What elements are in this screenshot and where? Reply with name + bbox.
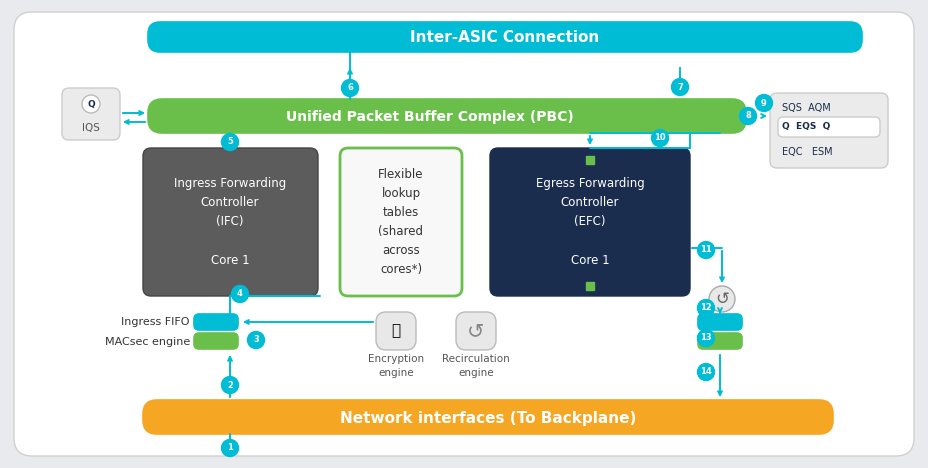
- FancyBboxPatch shape: [489, 148, 690, 296]
- FancyBboxPatch shape: [769, 93, 887, 168]
- Text: 11: 11: [700, 246, 711, 255]
- Circle shape: [247, 331, 264, 349]
- Text: Q: Q: [87, 100, 95, 109]
- Circle shape: [697, 300, 714, 316]
- FancyBboxPatch shape: [376, 312, 416, 350]
- Circle shape: [221, 376, 238, 394]
- Text: 8: 8: [744, 111, 750, 120]
- FancyBboxPatch shape: [456, 312, 496, 350]
- Text: 4: 4: [237, 290, 243, 299]
- Text: Unified Packet Buffer Complex (PBC): Unified Packet Buffer Complex (PBC): [286, 110, 574, 124]
- Text: EQC   ESM: EQC ESM: [781, 147, 831, 157]
- Text: 10: 10: [653, 133, 665, 142]
- Text: Inter-ASIC Connection: Inter-ASIC Connection: [410, 30, 599, 45]
- Text: Q  EQS  Q: Q EQS Q: [781, 123, 830, 132]
- FancyBboxPatch shape: [194, 314, 238, 330]
- Circle shape: [231, 285, 248, 302]
- Circle shape: [697, 329, 714, 346]
- Circle shape: [221, 439, 238, 456]
- FancyBboxPatch shape: [194, 333, 238, 349]
- Text: 6: 6: [347, 83, 353, 93]
- Text: Ingress Forwarding
Controller
(IFC)

Core 1: Ingress Forwarding Controller (IFC) Core…: [174, 176, 286, 268]
- FancyBboxPatch shape: [14, 12, 913, 456]
- Text: IQS: IQS: [82, 123, 100, 133]
- Text: 🔒: 🔒: [391, 323, 400, 338]
- Text: Egress Forwarding
Controller
(EFC)

Core 1: Egress Forwarding Controller (EFC) Core …: [535, 176, 644, 268]
- FancyBboxPatch shape: [697, 314, 741, 330]
- Text: 2: 2: [226, 380, 233, 389]
- Circle shape: [671, 79, 688, 95]
- Text: ↺: ↺: [467, 321, 484, 341]
- FancyBboxPatch shape: [143, 400, 832, 434]
- Text: ↺: ↺: [715, 290, 728, 308]
- Circle shape: [342, 80, 358, 96]
- Text: 7: 7: [677, 82, 682, 92]
- Text: Network interfaces (To Backplane): Network interfaces (To Backplane): [340, 410, 636, 425]
- Text: 9: 9: [760, 98, 766, 108]
- Text: SQS  AQM: SQS AQM: [781, 103, 830, 113]
- Text: Ingress FIFO: Ingress FIFO: [122, 317, 190, 327]
- FancyBboxPatch shape: [697, 333, 741, 349]
- Text: 3: 3: [252, 336, 259, 344]
- Circle shape: [651, 130, 668, 146]
- Text: Flexible
lookup
tables
(shared
across
cores*): Flexible lookup tables (shared across co…: [378, 168, 423, 276]
- Circle shape: [739, 108, 755, 124]
- Text: MACsec engine: MACsec engine: [105, 337, 190, 347]
- Text: Recirculation
engine: Recirculation engine: [442, 354, 509, 378]
- Circle shape: [697, 241, 714, 258]
- FancyBboxPatch shape: [62, 88, 120, 140]
- Circle shape: [82, 95, 100, 113]
- Circle shape: [697, 364, 714, 380]
- FancyBboxPatch shape: [143, 148, 317, 296]
- FancyBboxPatch shape: [340, 148, 461, 296]
- Text: Encryption
engine: Encryption engine: [367, 354, 423, 378]
- Circle shape: [221, 133, 238, 151]
- Circle shape: [754, 95, 772, 111]
- FancyBboxPatch shape: [777, 117, 879, 137]
- FancyBboxPatch shape: [148, 22, 861, 52]
- Text: 12: 12: [700, 304, 711, 313]
- Text: 13: 13: [700, 334, 711, 343]
- Text: 5: 5: [226, 138, 233, 146]
- Text: 14: 14: [700, 367, 711, 376]
- FancyBboxPatch shape: [148, 99, 745, 133]
- Circle shape: [708, 286, 734, 312]
- Text: 1: 1: [226, 444, 233, 453]
